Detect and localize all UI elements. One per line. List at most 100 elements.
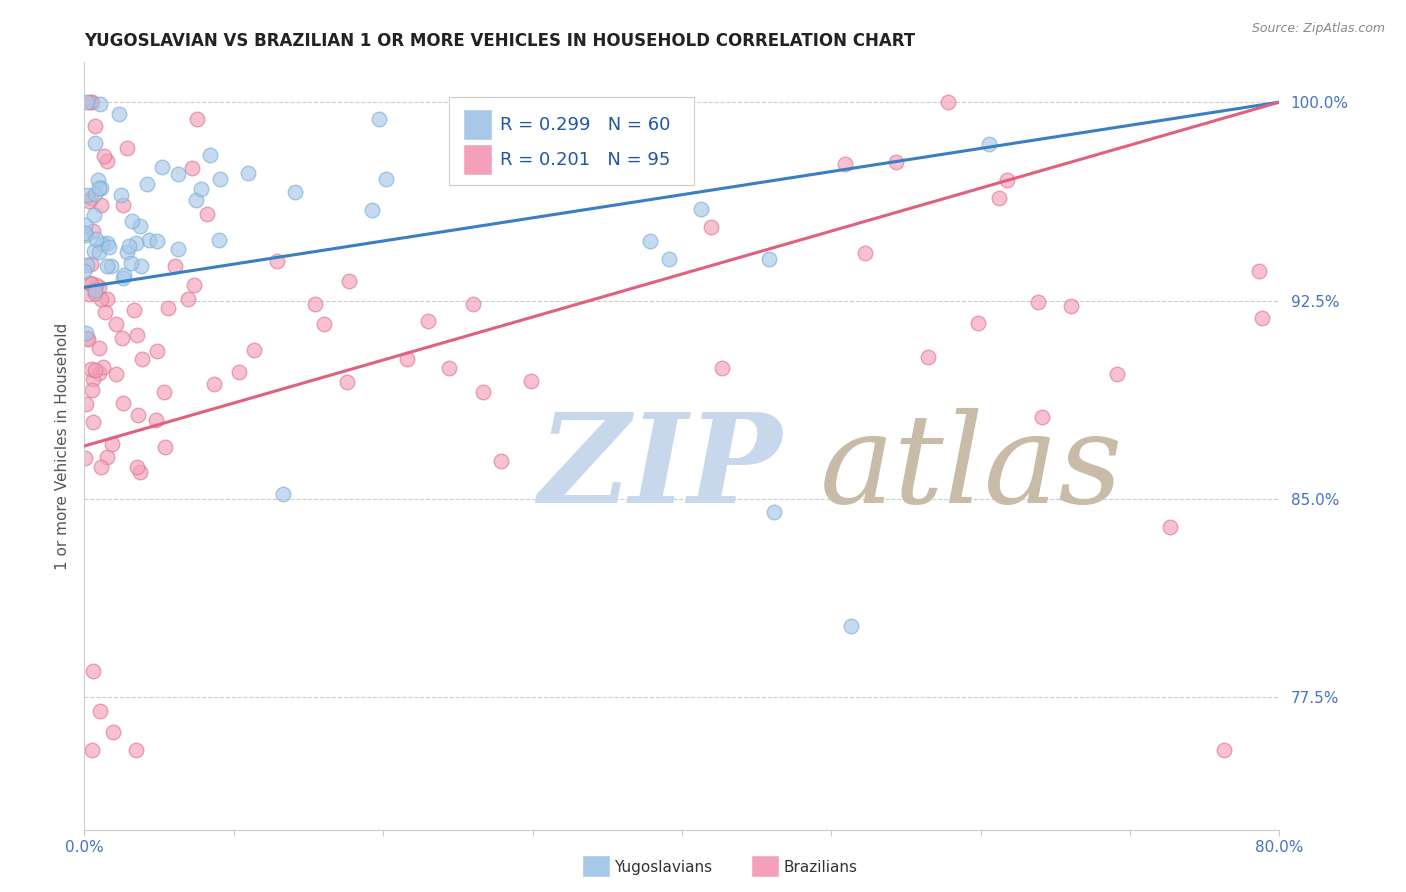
Point <box>146 234 169 248</box>
Point <box>145 343 167 358</box>
Point <box>111 198 134 212</box>
Point <box>1028 294 1050 309</box>
Point <box>84 277 107 292</box>
Point <box>82 384 104 398</box>
Point <box>152 385 174 400</box>
Point <box>437 361 460 376</box>
Point <box>181 161 204 175</box>
Point <box>361 203 384 218</box>
Point <box>200 148 222 162</box>
Point <box>86 232 108 246</box>
Point <box>658 252 681 266</box>
Point <box>73 264 96 278</box>
Point <box>690 202 713 216</box>
Point <box>108 106 131 120</box>
Point <box>183 277 205 292</box>
Point <box>314 318 336 332</box>
Point <box>112 268 135 282</box>
Point <box>115 245 138 260</box>
Point <box>110 331 132 345</box>
Point <box>129 259 152 273</box>
Point <box>80 277 103 291</box>
Point <box>82 743 104 757</box>
Point <box>83 208 105 222</box>
Point <box>1213 743 1236 757</box>
Point <box>112 395 135 409</box>
Point <box>127 409 149 423</box>
Point <box>124 743 146 757</box>
Point <box>77 287 100 301</box>
Point <box>145 413 167 427</box>
Point <box>89 96 111 111</box>
Point <box>337 274 360 288</box>
Point <box>76 331 98 345</box>
Point <box>80 362 103 376</box>
Point <box>284 185 307 199</box>
Point <box>96 450 118 465</box>
Point <box>127 460 149 475</box>
Text: R = 0.201   N = 95: R = 0.201 N = 95 <box>501 151 671 169</box>
Point <box>101 437 124 451</box>
Point <box>150 161 173 175</box>
Point <box>118 239 141 253</box>
Point <box>103 724 125 739</box>
Point <box>165 259 187 273</box>
Point <box>463 297 485 311</box>
Point <box>886 155 908 169</box>
Point <box>76 95 98 109</box>
Point <box>96 259 118 273</box>
Point <box>374 171 396 186</box>
Point <box>120 256 142 270</box>
Point <box>917 350 939 364</box>
Point <box>96 292 118 306</box>
Point <box>124 235 146 250</box>
Point <box>82 664 104 678</box>
Point <box>104 367 127 381</box>
Point <box>94 305 117 319</box>
Point <box>79 191 101 205</box>
Point <box>76 332 98 346</box>
Point <box>167 167 190 181</box>
Point <box>87 244 110 259</box>
Point <box>75 397 97 411</box>
Point <box>80 256 103 270</box>
Point <box>86 173 108 187</box>
Point <box>87 181 110 195</box>
Point <box>166 242 188 256</box>
Point <box>111 271 134 285</box>
Point <box>100 259 122 273</box>
Point <box>1107 367 1129 381</box>
Point <box>271 486 294 500</box>
Point <box>834 157 856 171</box>
Point <box>127 328 149 343</box>
Point <box>1031 409 1053 424</box>
Point <box>520 375 543 389</box>
Point <box>195 207 218 221</box>
Point <box>228 365 250 379</box>
Point <box>236 166 259 180</box>
Point <box>266 253 288 268</box>
Point <box>336 376 359 390</box>
Point <box>115 141 138 155</box>
Point <box>1159 520 1181 534</box>
Point <box>176 292 198 306</box>
Text: Brazilians: Brazilians <box>783 860 858 874</box>
Point <box>995 173 1018 187</box>
Point <box>75 227 97 242</box>
Point <box>190 182 212 196</box>
Point <box>202 377 225 392</box>
Point <box>122 303 145 318</box>
Point <box>121 214 143 228</box>
Point <box>90 236 112 251</box>
Point <box>758 252 780 267</box>
Point <box>90 292 112 306</box>
Point <box>243 343 266 357</box>
Point <box>489 454 512 468</box>
Point <box>87 279 110 293</box>
Point <box>89 704 111 718</box>
Point <box>90 459 112 474</box>
Point <box>936 95 959 109</box>
Point <box>79 95 101 109</box>
Point <box>368 112 391 127</box>
Text: atlas: atlas <box>820 409 1123 530</box>
